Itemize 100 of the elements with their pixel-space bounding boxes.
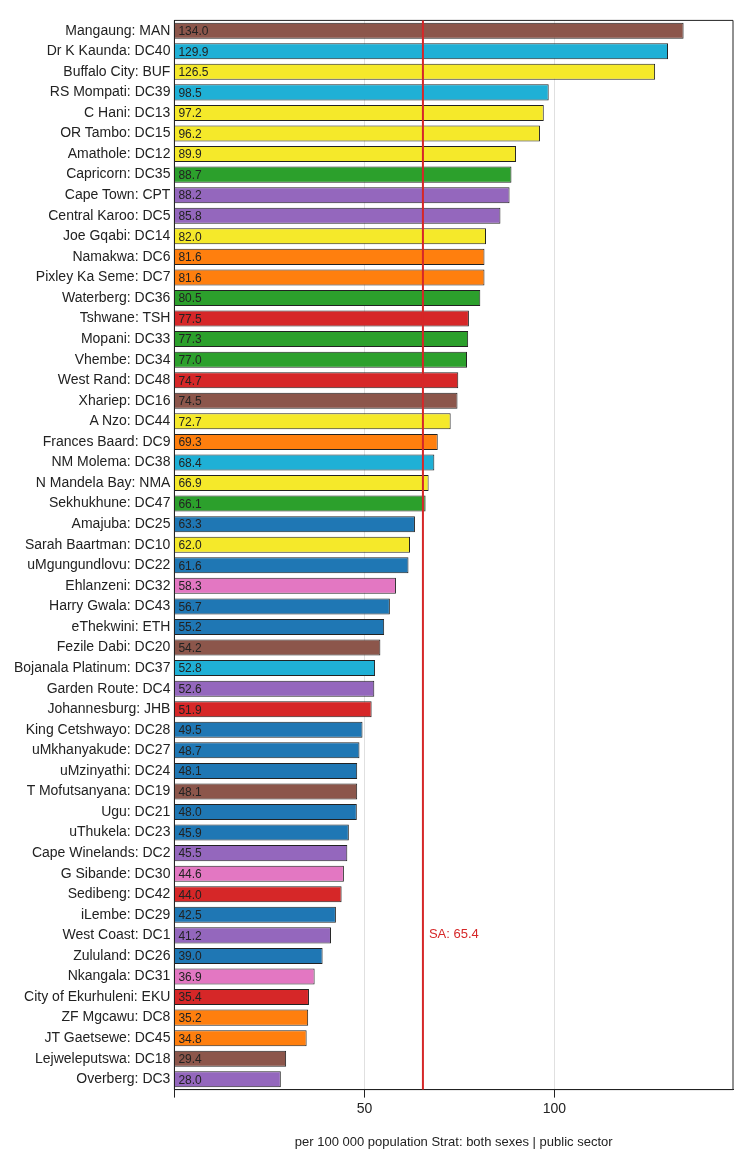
y-tick-label: Mangaung: MAN xyxy=(65,21,171,38)
y-tick-label: Pixley Ka Seme: DC7 xyxy=(35,268,171,285)
data-label: 51.9 xyxy=(178,702,203,717)
data-label: 69.3 xyxy=(178,435,203,450)
data-label: 35.2 xyxy=(178,1010,203,1025)
y-tick-label: uMkhanyakude: DC27 xyxy=(31,741,171,758)
data-label: 29.4 xyxy=(178,1052,203,1067)
data-label: 48.0 xyxy=(178,805,203,820)
data-label: 129.9 xyxy=(178,44,209,59)
y-tick-label: Nkangala: DC31 xyxy=(67,967,171,984)
y-tick-label: West Rand: DC48 xyxy=(57,371,171,388)
data-label: 44.6 xyxy=(178,867,203,882)
y-tick-label: Central Karoo: DC5 xyxy=(48,206,171,223)
y-tick-label: uMgungundlovu: DC22 xyxy=(27,556,171,573)
y-tick-label: Tshwane: TSH xyxy=(79,309,171,326)
y-tick-label: Sarah Baartman: DC10 xyxy=(24,535,171,552)
y-tick-label: Bojanala Platinum: DC37 xyxy=(14,658,171,675)
y-tick-label: Buffalo City: BUF xyxy=(63,62,171,79)
y-tick-label: RS Mompati: DC39 xyxy=(49,83,171,100)
y-tick-label: Sedibeng: DC42 xyxy=(67,885,171,902)
data-label: 88.7 xyxy=(178,167,203,182)
y-tick-label: A Nzo: DC44 xyxy=(89,412,171,429)
y-tick-label: C Hani: DC13 xyxy=(84,103,171,120)
data-label: 126.5 xyxy=(178,65,209,80)
y-tick-label: Dr K Kaunda: DC40 xyxy=(46,42,171,59)
data-label: 81.6 xyxy=(178,270,203,285)
data-label: 96.2 xyxy=(178,126,203,141)
y-tick-label: Amathole: DC12 xyxy=(67,144,171,161)
data-label: 98.5 xyxy=(178,85,203,100)
y-tick-label: Johannesburg: JHB xyxy=(47,700,171,717)
data-label: 88.2 xyxy=(178,188,203,203)
y-tick-label: Ugu: DC21 xyxy=(101,802,171,819)
data-label: 77.0 xyxy=(178,352,203,367)
data-label: 34.8 xyxy=(178,1031,203,1046)
data-label: 62.0 xyxy=(178,538,203,553)
y-tick-label: West Coast: DC1 xyxy=(62,926,171,943)
data-label: 49.5 xyxy=(178,723,203,738)
ref-line-label: SA: 65.4 xyxy=(428,926,479,942)
y-tick-label: Ehlanzeni: DC32 xyxy=(65,576,171,593)
y-tick-label: Overberg: DC3 xyxy=(76,1070,171,1087)
y-tick-label: T Mofutsanyana: DC19 xyxy=(26,782,171,799)
data-label: 45.9 xyxy=(178,825,203,840)
data-label: 58.3 xyxy=(178,579,203,594)
y-tick-label: uThukela: DC23 xyxy=(69,823,171,840)
data-label: 134.0 xyxy=(178,23,209,38)
y-tick-label: Vhembe: DC34 xyxy=(74,350,171,367)
data-label: 28.0 xyxy=(178,1072,203,1087)
data-label: 66.9 xyxy=(178,476,203,491)
data-label: 41.2 xyxy=(178,928,203,943)
y-tick-label: N Mandela Bay: NMA xyxy=(35,473,172,490)
y-tick-label: eThekwini: ETH xyxy=(71,617,171,634)
data-label: 61.6 xyxy=(178,558,203,573)
data-label: 55.2 xyxy=(178,620,203,635)
y-tick-label: Amajuba: DC25 xyxy=(71,515,171,532)
data-label: 97.2 xyxy=(178,106,203,121)
y-tick-label: Frances Baard: DC9 xyxy=(42,432,171,449)
y-tick-label: JT Gaetsewe: DC45 xyxy=(44,1029,171,1046)
data-label: 68.4 xyxy=(178,455,203,470)
data-label: 52.6 xyxy=(178,681,203,696)
data-label: 77.3 xyxy=(178,332,203,347)
data-label: 80.5 xyxy=(178,291,203,306)
data-label: 74.7 xyxy=(178,373,203,388)
y-tick-label: City of Ekurhuleni: EKU xyxy=(24,987,171,1004)
data-label: 52.8 xyxy=(178,661,203,676)
data-label: 36.9 xyxy=(178,969,203,984)
data-label: 39.0 xyxy=(178,949,203,964)
y-tick-label: Fezile Dabi: DC20 xyxy=(56,638,171,655)
data-label: 82.0 xyxy=(178,229,203,244)
data-label: 63.3 xyxy=(178,517,203,532)
data-label: 44.0 xyxy=(178,887,203,902)
data-label: 48.7 xyxy=(178,743,203,758)
data-label: 81.6 xyxy=(178,250,203,265)
y-tick-label: iLembe: DC29 xyxy=(80,905,171,922)
data-label: 85.8 xyxy=(178,209,203,224)
data-label: 48.1 xyxy=(178,784,203,799)
y-tick-label: uMzinyathi: DC24 xyxy=(59,761,171,778)
data-label: 72.7 xyxy=(178,414,203,429)
y-tick-label: Garden Route: DC4 xyxy=(46,679,171,696)
y-tick-label: Cape Town: CPT xyxy=(64,186,171,203)
y-tick-label: Lejweleputswa: DC18 xyxy=(35,1049,171,1066)
data-label: 56.7 xyxy=(178,599,203,614)
y-tick-label: OR Tambo: DC15 xyxy=(60,124,171,141)
data-label: 66.1 xyxy=(178,496,203,511)
y-tick-label: ZF Mgcawu: DC8 xyxy=(61,1008,171,1025)
y-tick-label: Zululand: DC26 xyxy=(73,946,171,963)
data-label: 54.2 xyxy=(178,640,203,655)
x-tick-label: 50 xyxy=(356,1099,373,1116)
y-tick-label: King Cetshwayo: DC28 xyxy=(25,720,171,737)
y-tick-label: Joe Gqabi: DC14 xyxy=(63,227,171,244)
data-label: 42.5 xyxy=(178,908,203,923)
y-tick-label: Namakwa: DC6 xyxy=(72,247,171,264)
x-tick-label: 100 xyxy=(542,1099,567,1116)
data-label: 35.4 xyxy=(178,990,203,1005)
y-tick-label: Capricorn: DC35 xyxy=(66,165,171,182)
y-tick-label: Xhariep: DC16 xyxy=(78,391,171,408)
y-tick-label: G Sibande: DC30 xyxy=(60,864,171,881)
y-tick-label: NM Molema: DC38 xyxy=(51,453,171,470)
y-tick-label: Waterberg: DC36 xyxy=(62,288,171,305)
data-label: 77.5 xyxy=(178,311,203,326)
data-label: 48.1 xyxy=(178,764,203,779)
